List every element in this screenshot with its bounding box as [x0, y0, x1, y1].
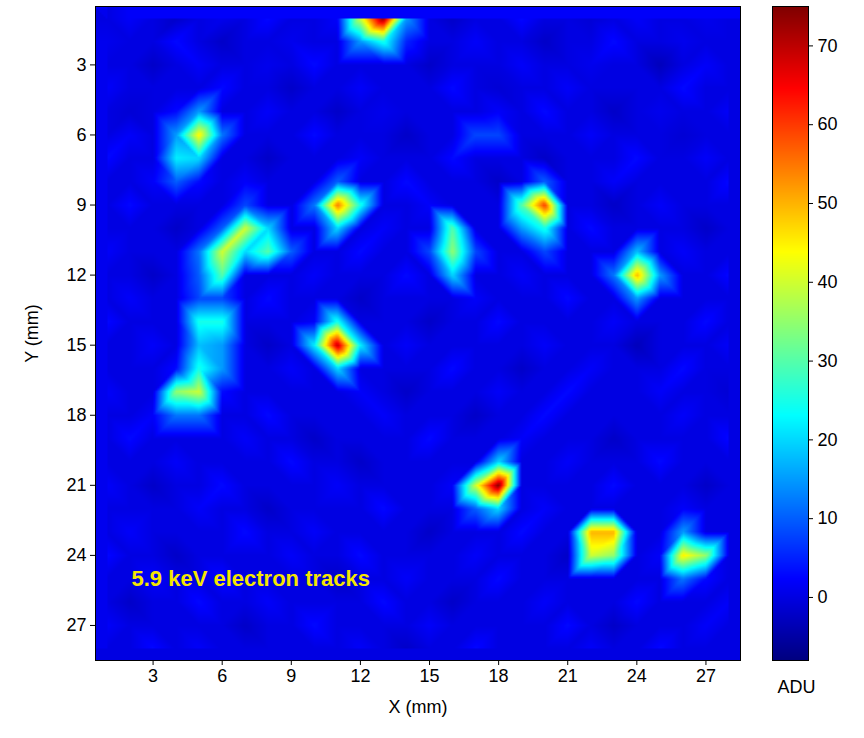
svg-text:15: 15: [420, 666, 440, 686]
svg-text:20: 20: [818, 430, 838, 450]
svg-text:3: 3: [148, 666, 158, 686]
svg-text:0: 0: [818, 587, 828, 607]
svg-text:50: 50: [818, 193, 838, 213]
svg-text:15: 15: [66, 335, 86, 355]
svg-text:ADU: ADU: [777, 677, 815, 697]
svg-text:27: 27: [66, 615, 86, 635]
svg-text:3: 3: [76, 55, 86, 75]
svg-text:12: 12: [350, 666, 370, 686]
svg-text:70: 70: [818, 36, 838, 56]
svg-text:9: 9: [76, 195, 86, 215]
svg-text:10: 10: [818, 508, 838, 528]
svg-text:6: 6: [76, 125, 86, 145]
svg-text:6: 6: [217, 666, 227, 686]
svg-text:Y (mm): Y (mm): [22, 304, 42, 363]
svg-text:5.9 keV electron tracks: 5.9 keV electron tracks: [132, 566, 370, 591]
svg-text:12: 12: [66, 265, 86, 285]
svg-text:21: 21: [66, 475, 86, 495]
svg-text:60: 60: [818, 114, 838, 134]
svg-text:40: 40: [818, 272, 838, 292]
svg-text:9: 9: [286, 666, 296, 686]
svg-text:21: 21: [558, 666, 578, 686]
svg-text:24: 24: [627, 666, 647, 686]
svg-text:27: 27: [696, 666, 716, 686]
svg-text:18: 18: [489, 666, 509, 686]
svg-text:X (mm): X (mm): [389, 697, 448, 717]
svg-text:24: 24: [66, 545, 86, 565]
svg-text:30: 30: [818, 351, 838, 371]
svg-text:18: 18: [66, 405, 86, 425]
